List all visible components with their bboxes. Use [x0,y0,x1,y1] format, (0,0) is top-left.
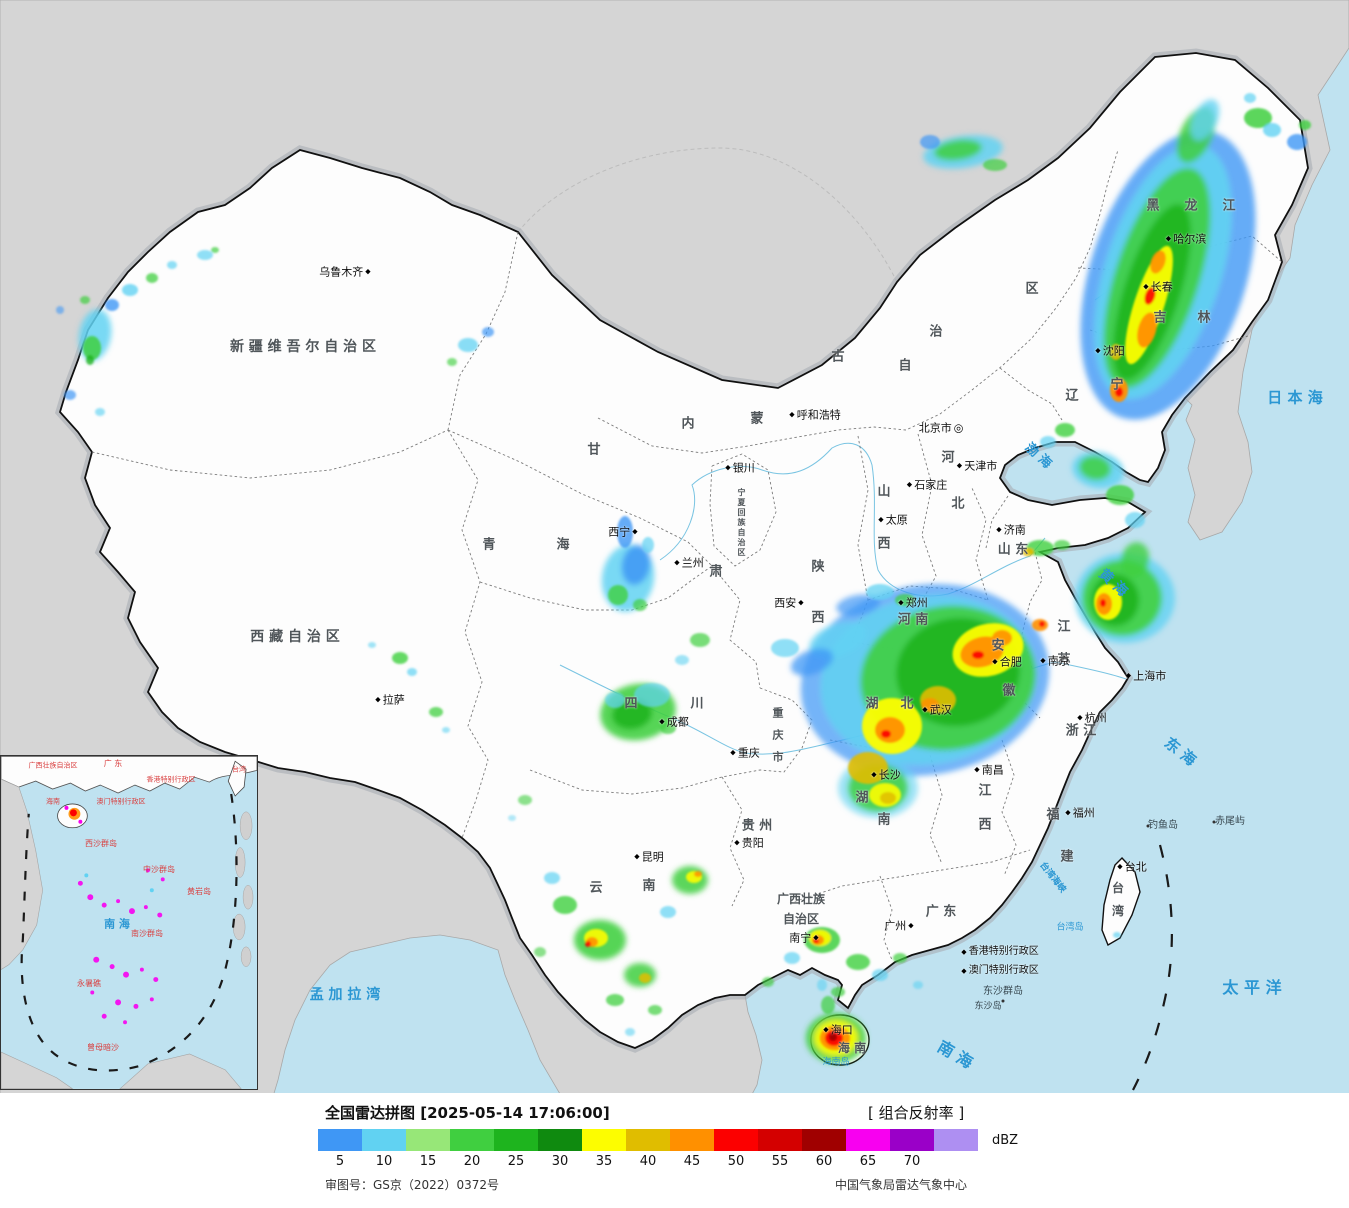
colorbar-seg-11 [802,1129,846,1151]
colorbar-tick-45: 45 [683,1154,701,1169]
colorbar-seg-8 [670,1129,714,1151]
colorbar-seg-9 [714,1129,758,1151]
inset-map [1,756,257,1089]
colorbar-tick-20: 20 [463,1154,481,1169]
unit-label: dBZ [992,1133,1019,1148]
colorbar-seg-7 [626,1129,670,1151]
china-landmass [58,52,1309,1049]
data-source-label: 中国气象局雷达气象中心 [835,1178,968,1192]
colorbar-seg-13 [890,1129,934,1151]
colorbar-seg-10 [758,1129,802,1151]
colorbar-tick-70: 70 [903,1154,921,1169]
colorbar-tick-5: 5 [335,1154,345,1169]
colorbar-seg-4 [494,1129,538,1151]
map-title: 全国雷达拼图 [2025-05-14 17:06:00] [325,1104,610,1122]
colorbar-seg-12 [846,1129,890,1151]
colorbar-tick-50: 50 [727,1154,745,1169]
colorbar-tick-60: 60 [815,1154,833,1169]
south-china-sea-inset: 广西壮族自治区广 东台湾 香港特别行政区 澳门特别行政区 海南 西沙群岛 中沙群岛 黄岩岛南… [0,755,258,1090]
colorbar-tick-35: 35 [595,1154,613,1169]
philippines [232,811,254,967]
nine-dash-line [1132,844,1173,1091]
colorbar-tick-25: 25 [507,1154,525,1169]
colorbar-seg-3 [450,1129,494,1151]
colorbar-tick-55: 55 [771,1154,789,1169]
colorbar-tick-65: 65 [859,1154,877,1169]
island-dots [1001,820,1216,1003]
colorbar-seg-5 [538,1129,582,1151]
radar-echo-soft-layer [78,99,1256,1063]
legend-panel: 全国雷达拼图 [2025-05-14 17:06:00] [ 组合反射率 ] 5… [0,1093,1349,1208]
colorbar-seg-2 [406,1129,450,1151]
inset-magenta-echoes [77,868,165,1025]
colorbar-tick-15: 15 [419,1154,437,1169]
colorbar-tick-40: 40 [639,1154,657,1169]
radar-echo-core-layer [56,93,1311,1050]
taiwan-island [1101,856,1141,947]
map-approval-number: 审图号：GS京（2022）0372号 [325,1178,499,1192]
colorbar-tick-10: 10 [375,1154,393,1169]
colorbar-tick-30: 30 [551,1154,569,1169]
inset-cyan-echoes [84,873,154,893]
inset-hainan-echo [64,805,83,824]
mongolia-border [517,147,898,283]
colorbar-seg-1 [362,1129,406,1151]
colorbar-ticks: 5 10 15 20 25 30 35 40 45 50 55 60 65 70 [318,1154,978,1172]
reflectivity-colorbar [318,1129,978,1151]
colorbar-seg-6 [582,1129,626,1151]
colorbar-seg-0 [318,1129,362,1151]
colorbar-seg-14 [934,1129,978,1151]
inset-nine-dash-line [20,793,238,1072]
product-label: [ 组合反射率 ] [868,1104,965,1122]
